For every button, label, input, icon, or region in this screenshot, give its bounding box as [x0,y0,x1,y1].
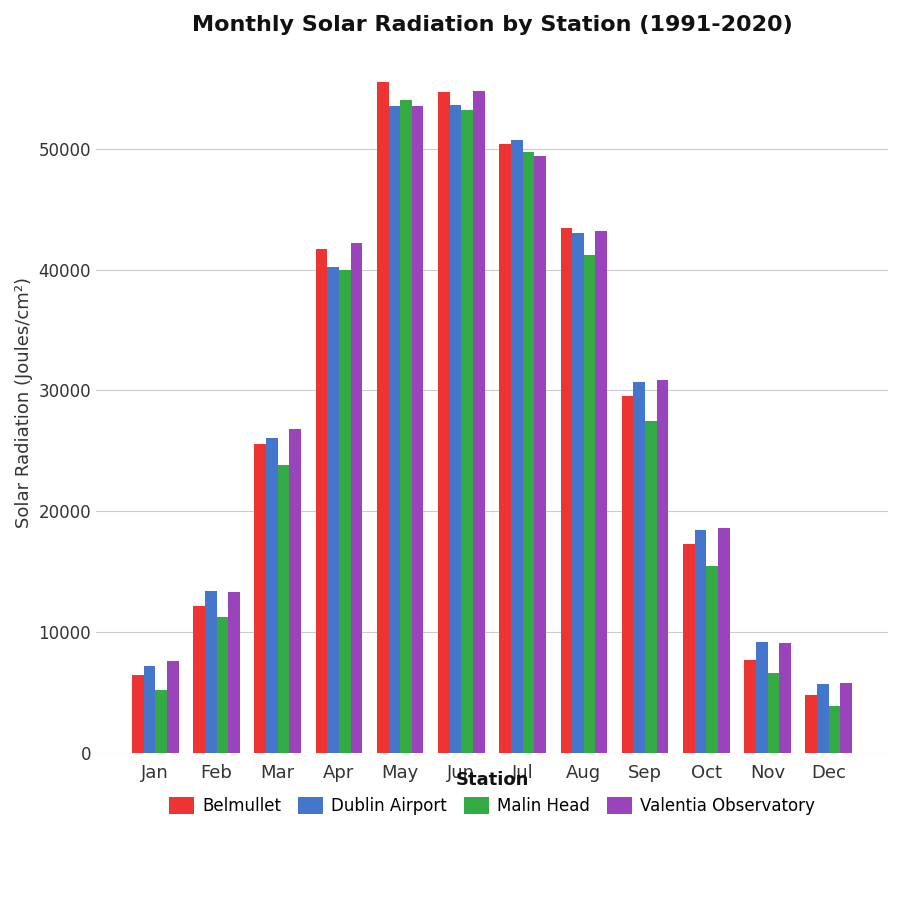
Bar [717,529,729,753]
Bar [694,530,705,753]
Bar [621,396,632,753]
Bar [327,267,338,753]
Bar [656,379,667,753]
Bar [338,270,350,753]
Bar [461,110,473,753]
Bar [840,683,851,753]
Bar [437,92,449,753]
Bar [560,228,572,753]
Bar [828,706,840,753]
Bar [816,684,828,753]
Bar [778,643,790,753]
Bar [584,255,594,753]
Bar [594,231,606,753]
Bar [228,592,240,753]
Bar [216,617,228,753]
Bar [632,382,644,753]
Bar [767,673,778,753]
Legend: Belmullet, Dublin Airport, Malin Head, Valentia Observatory: Belmullet, Dublin Airport, Malin Head, V… [162,764,821,822]
Bar [316,249,327,753]
Bar [705,565,717,753]
Bar [388,106,400,753]
Bar [400,100,411,753]
Bar [522,152,534,753]
Bar [193,606,205,753]
Title: Monthly Solar Radiation by Station (1991-2020): Monthly Solar Radiation by Station (1991… [191,15,792,35]
Bar [449,105,461,753]
Bar [534,156,546,753]
Bar [572,233,584,753]
Bar [473,91,484,753]
Bar [350,243,362,753]
Bar [411,106,423,753]
Bar [132,674,143,753]
Bar [755,642,767,753]
Bar [289,429,300,753]
Bar [805,695,816,753]
Bar [254,444,266,753]
Bar [511,140,522,753]
Bar [278,466,289,753]
Bar [167,662,179,753]
Bar [682,544,694,753]
Bar [376,82,388,753]
Y-axis label: Solar Radiation (Joules/cm²): Solar Radiation (Joules/cm²) [15,277,33,528]
Bar [143,666,155,753]
Bar [499,144,511,753]
Bar [266,438,278,753]
Bar [743,660,755,753]
Bar [644,421,656,753]
Bar [155,690,167,753]
Bar [205,592,216,753]
